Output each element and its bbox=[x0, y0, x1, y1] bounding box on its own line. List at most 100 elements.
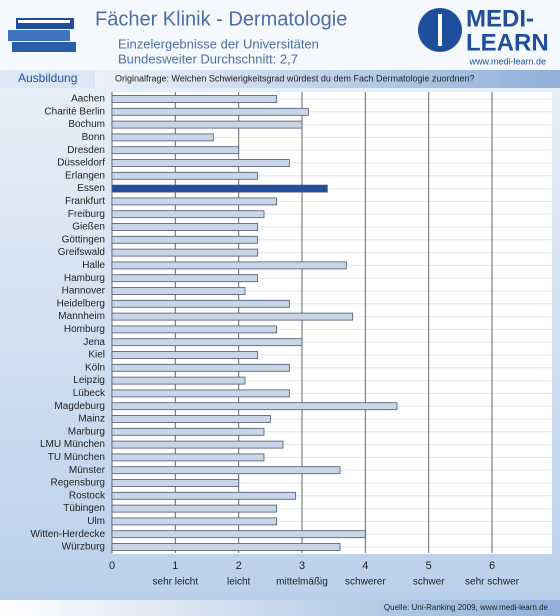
category-label: Kiel bbox=[88, 350, 105, 361]
x-tick-description: sehr leicht bbox=[153, 577, 199, 588]
x-tick-description: sehr schwer bbox=[465, 577, 520, 588]
logo-bottom: LEARN bbox=[466, 29, 549, 56]
category-label: Hamburg bbox=[64, 273, 105, 284]
section-band bbox=[0, 70, 560, 88]
section: Ausbildung bbox=[18, 71, 77, 85]
subtitle: Einzelergebnisse der Universitäten bbox=[118, 36, 319, 51]
category-label: Greifswald bbox=[58, 247, 105, 258]
category-label: Heidelberg bbox=[57, 298, 105, 309]
bar bbox=[111, 223, 259, 231]
bar bbox=[111, 543, 341, 551]
x-tick-label: 1 bbox=[172, 560, 178, 572]
bar bbox=[111, 530, 366, 539]
plot-area bbox=[112, 92, 552, 554]
x-tick-label: 4 bbox=[362, 560, 368, 572]
category-label: Mainz bbox=[78, 414, 105, 425]
category-label: Homburg bbox=[64, 324, 105, 335]
question: Originalfrage: Welchen Schwierigkeitsgra… bbox=[115, 73, 475, 83]
bar bbox=[111, 299, 290, 308]
x-tick-label: 3 bbox=[299, 560, 305, 572]
category-label: Hannover bbox=[62, 286, 106, 297]
bar bbox=[111, 159, 290, 167]
category-label: Halle bbox=[82, 260, 105, 271]
category-label: Dresden bbox=[67, 145, 105, 156]
bar bbox=[111, 351, 259, 359]
logo: MEDI- LEARN www.medi-learn.de bbox=[418, 5, 549, 66]
section-tab bbox=[0, 70, 95, 88]
x-tick-label: 0 bbox=[109, 560, 115, 572]
bar bbox=[111, 248, 259, 257]
bar bbox=[111, 466, 341, 475]
bar bbox=[111, 261, 347, 270]
category-label: Magdeburg bbox=[54, 401, 105, 412]
bar bbox=[111, 453, 265, 462]
bar bbox=[111, 363, 290, 372]
x-tick-description: leicht bbox=[227, 577, 251, 588]
bar bbox=[111, 120, 303, 129]
bar bbox=[111, 479, 240, 487]
category-label: Erlangen bbox=[65, 170, 105, 181]
bar bbox=[111, 210, 265, 219]
category-label: Lübeck bbox=[73, 388, 106, 399]
category-label: Würzburg bbox=[62, 542, 105, 553]
category-label: Jena bbox=[83, 337, 105, 348]
bar bbox=[111, 287, 246, 295]
bar bbox=[111, 146, 240, 155]
category-label: Ulm bbox=[87, 516, 105, 527]
bar bbox=[111, 402, 398, 411]
bar bbox=[111, 197, 278, 206]
bar bbox=[111, 133, 214, 142]
category-label: Bonn bbox=[82, 132, 105, 143]
source: Quelle: Uni-Ranking 2009, www.medi-learn… bbox=[384, 603, 549, 612]
bar bbox=[111, 338, 303, 347]
category-label: Charité Berlin bbox=[44, 106, 105, 117]
x-tick-description: schwer bbox=[413, 577, 445, 588]
category-label: Essen bbox=[77, 183, 105, 194]
bar bbox=[111, 440, 284, 449]
bar bbox=[111, 491, 297, 500]
x-tick-label: 5 bbox=[426, 560, 432, 572]
category-label: Mannheim bbox=[58, 311, 105, 322]
bar bbox=[111, 389, 290, 398]
bar bbox=[111, 235, 259, 244]
bar bbox=[111, 274, 259, 283]
category-label: Freiburg bbox=[68, 209, 105, 220]
category-label: Bochum bbox=[68, 119, 105, 130]
x-tick-label: 6 bbox=[489, 560, 495, 572]
category-label: Leipzig bbox=[73, 375, 105, 386]
title: Fächer Klinik - Dermatologie bbox=[95, 8, 347, 30]
category-label: Tübingen bbox=[63, 503, 105, 514]
x-tick-label: 2 bbox=[236, 560, 242, 572]
category-label: Gießen bbox=[72, 222, 105, 233]
bar bbox=[111, 415, 271, 423]
category-label: Frankfurt bbox=[65, 196, 105, 207]
bar bbox=[111, 504, 278, 513]
category-label: Göttingen bbox=[62, 234, 105, 245]
bar bbox=[111, 107, 309, 116]
category-label: TU München bbox=[48, 452, 105, 463]
category-label: Marburg bbox=[68, 426, 105, 437]
category-label: Witten-Herdecke bbox=[31, 529, 106, 540]
bar bbox=[111, 95, 278, 103]
x-tick-description: schwerer bbox=[345, 577, 386, 588]
header bbox=[0, 0, 560, 70]
bar bbox=[111, 171, 259, 180]
x-tick-description: mittelmäßig bbox=[276, 577, 328, 588]
books-icon bbox=[8, 18, 76, 52]
bar bbox=[111, 427, 265, 436]
bar bbox=[111, 184, 328, 193]
category-label: Aachen bbox=[71, 94, 105, 105]
category-label: Köln bbox=[85, 362, 105, 373]
bar bbox=[111, 376, 246, 385]
category-label: Düsseldorf bbox=[57, 158, 105, 169]
bar bbox=[111, 325, 278, 334]
category-label: Münster bbox=[69, 465, 106, 476]
category-label: Rostock bbox=[69, 490, 106, 501]
category-label: LMU München bbox=[40, 439, 105, 450]
logo-url: www.medi-learn.de bbox=[468, 56, 546, 66]
bar bbox=[111, 517, 278, 526]
footer-band bbox=[0, 600, 560, 616]
logo-top: MEDI- bbox=[466, 5, 534, 32]
category-label: Regensburg bbox=[51, 478, 105, 489]
